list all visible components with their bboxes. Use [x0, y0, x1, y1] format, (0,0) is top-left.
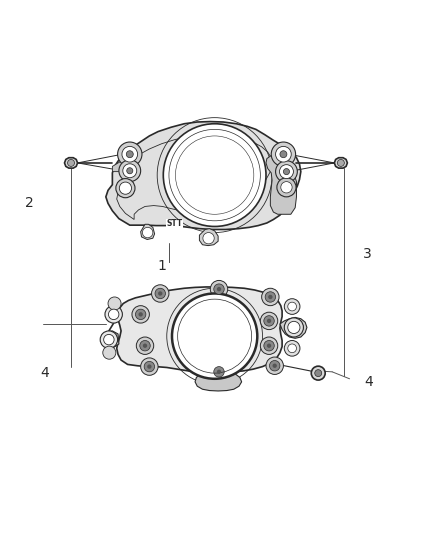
Circle shape — [163, 124, 266, 227]
Text: 1: 1 — [157, 260, 166, 273]
Circle shape — [284, 318, 304, 337]
Circle shape — [311, 366, 325, 380]
Circle shape — [264, 341, 274, 351]
Circle shape — [267, 344, 271, 348]
Circle shape — [281, 182, 292, 193]
Circle shape — [122, 147, 138, 162]
Circle shape — [132, 305, 149, 323]
Circle shape — [210, 363, 228, 381]
Circle shape — [268, 295, 272, 299]
Circle shape — [203, 232, 214, 244]
Circle shape — [280, 151, 287, 158]
Circle shape — [117, 142, 142, 166]
Circle shape — [284, 298, 300, 314]
Circle shape — [217, 370, 221, 374]
Circle shape — [116, 179, 135, 198]
Circle shape — [272, 364, 277, 368]
Circle shape — [142, 228, 153, 238]
Text: STT: STT — [166, 220, 183, 228]
Circle shape — [104, 334, 114, 345]
Circle shape — [276, 161, 297, 182]
Circle shape — [67, 159, 74, 166]
Circle shape — [265, 292, 276, 302]
Circle shape — [126, 151, 133, 158]
Polygon shape — [141, 224, 155, 239]
Circle shape — [288, 321, 300, 334]
Circle shape — [217, 287, 221, 292]
Polygon shape — [64, 158, 78, 168]
Circle shape — [267, 319, 271, 323]
Text: 4: 4 — [365, 375, 374, 389]
Polygon shape — [199, 229, 218, 246]
Circle shape — [271, 142, 296, 166]
Circle shape — [105, 305, 122, 323]
Polygon shape — [102, 331, 119, 349]
Circle shape — [172, 294, 257, 379]
Circle shape — [315, 370, 322, 377]
Circle shape — [123, 164, 137, 177]
Circle shape — [108, 297, 121, 310]
Circle shape — [155, 288, 166, 298]
Circle shape — [214, 367, 224, 377]
Text: 2: 2 — [25, 196, 34, 211]
Circle shape — [152, 285, 169, 302]
Circle shape — [210, 280, 228, 298]
Circle shape — [100, 331, 117, 349]
Circle shape — [135, 309, 146, 320]
Circle shape — [109, 309, 119, 320]
Polygon shape — [113, 161, 130, 172]
Circle shape — [141, 358, 158, 375]
Polygon shape — [334, 158, 347, 168]
Circle shape — [337, 159, 344, 166]
Circle shape — [283, 168, 290, 175]
Circle shape — [214, 284, 224, 294]
Circle shape — [147, 365, 152, 369]
Circle shape — [119, 160, 141, 182]
Circle shape — [277, 177, 296, 197]
Circle shape — [284, 341, 300, 356]
Circle shape — [260, 337, 278, 354]
Text: 4: 4 — [41, 366, 49, 380]
Polygon shape — [117, 287, 282, 373]
Circle shape — [264, 316, 274, 326]
Polygon shape — [106, 122, 301, 230]
Circle shape — [103, 346, 116, 359]
Circle shape — [136, 337, 154, 354]
Circle shape — [158, 292, 162, 296]
Circle shape — [138, 312, 143, 317]
Circle shape — [288, 302, 297, 311]
Circle shape — [127, 168, 133, 174]
Circle shape — [260, 312, 278, 329]
Circle shape — [269, 360, 280, 371]
Polygon shape — [280, 318, 307, 338]
Polygon shape — [266, 156, 297, 214]
Circle shape — [143, 344, 147, 348]
Circle shape — [140, 341, 150, 351]
Circle shape — [279, 165, 293, 179]
Circle shape — [288, 344, 297, 353]
Circle shape — [119, 182, 131, 194]
Circle shape — [144, 361, 155, 372]
Circle shape — [266, 357, 283, 375]
Text: 3: 3 — [363, 247, 371, 261]
Circle shape — [261, 288, 279, 305]
Circle shape — [276, 147, 291, 162]
Polygon shape — [195, 372, 242, 391]
